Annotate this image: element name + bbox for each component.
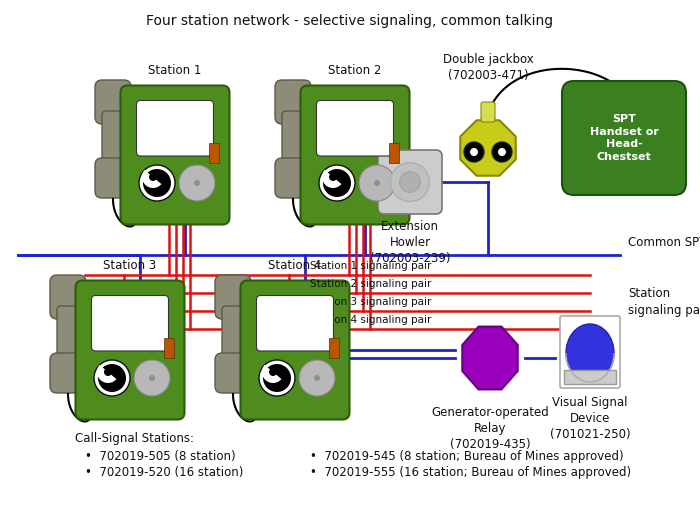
Circle shape [374,180,380,186]
Bar [564,370,616,384]
Text: Four station network - selective signaling, common talking: Four station network - selective signali… [146,14,554,28]
Wedge shape [322,170,342,188]
Circle shape [179,165,215,201]
FancyBboxPatch shape [92,296,169,351]
FancyBboxPatch shape [136,101,214,156]
Text: Station 3 signaling pair: Station 3 signaling pair [310,297,431,307]
FancyBboxPatch shape [215,275,251,319]
Text: Station 4: Station 4 [268,259,322,272]
Text: •  702019-545 (8 station; Bureau of Mines approved): • 702019-545 (8 station; Bureau of Mines… [310,450,624,463]
Circle shape [94,360,130,396]
FancyBboxPatch shape [282,111,304,171]
Circle shape [464,142,484,162]
Polygon shape [462,327,518,390]
Circle shape [323,169,351,197]
FancyBboxPatch shape [275,80,311,124]
Circle shape [470,148,478,156]
Circle shape [194,180,200,186]
Circle shape [149,375,155,381]
FancyBboxPatch shape [241,280,349,420]
FancyBboxPatch shape [120,85,230,225]
FancyBboxPatch shape [560,316,620,388]
Polygon shape [461,120,516,176]
Text: •  702019-505 (8 station): • 702019-505 (8 station) [85,450,236,463]
Circle shape [319,165,355,201]
Circle shape [492,142,512,162]
FancyBboxPatch shape [50,275,86,319]
Wedge shape [97,365,116,383]
FancyBboxPatch shape [275,158,311,198]
Circle shape [391,163,430,202]
Text: Generator-operated
Relay
(702019-435): Generator-operated Relay (702019-435) [431,406,549,451]
FancyBboxPatch shape [95,158,131,198]
FancyBboxPatch shape [50,353,86,393]
Text: Station 1: Station 1 [148,64,202,77]
Circle shape [259,360,295,396]
FancyBboxPatch shape [95,80,131,124]
Circle shape [143,169,171,197]
Bar [209,143,218,163]
Text: Station 3: Station 3 [104,259,157,272]
FancyBboxPatch shape [378,150,442,214]
FancyBboxPatch shape [222,306,244,366]
Circle shape [263,364,291,392]
Wedge shape [142,170,162,188]
Text: Station 4 signaling pair: Station 4 signaling pair [310,315,431,325]
FancyBboxPatch shape [76,280,185,420]
Text: Extension
Howler
(702003-239): Extension Howler (702003-239) [370,220,450,265]
Text: Visual Signal
Device
(701021-250): Visual Signal Device (701021-250) [550,396,630,441]
FancyBboxPatch shape [562,81,686,195]
Circle shape [314,375,320,381]
FancyBboxPatch shape [256,296,333,351]
Text: Call-Signal Stations:: Call-Signal Stations: [75,432,194,445]
FancyBboxPatch shape [481,102,495,122]
Circle shape [139,165,175,201]
Ellipse shape [566,324,614,382]
Text: Double jackbox
(702003-471): Double jackbox (702003-471) [442,53,533,82]
FancyBboxPatch shape [300,85,410,225]
FancyBboxPatch shape [316,101,393,156]
Circle shape [98,364,126,392]
Text: Common SPT audio pair: Common SPT audio pair [628,236,700,249]
Text: Station 2 signaling pair: Station 2 signaling pair [310,279,431,289]
Bar [389,143,398,163]
Bar [328,338,339,358]
Text: •  702019-520 (16 station): • 702019-520 (16 station) [85,466,244,479]
FancyBboxPatch shape [102,111,124,171]
Wedge shape [262,365,281,383]
Text: •  702019-555 (16 station; Bureau of Mines approved): • 702019-555 (16 station; Bureau of Mine… [310,466,631,479]
Circle shape [359,165,395,201]
Text: SPT
Handset or
Head-
Chestset: SPT Handset or Head- Chestset [589,114,659,162]
FancyBboxPatch shape [215,353,251,393]
Circle shape [134,360,170,396]
Circle shape [498,148,506,156]
Bar [164,338,174,358]
FancyBboxPatch shape [57,306,79,366]
Circle shape [400,172,421,193]
Circle shape [299,360,335,396]
Text: Station 1 signaling pair: Station 1 signaling pair [310,261,431,271]
Text: Station 2: Station 2 [328,64,382,77]
Text: Station
signaling pairs: Station signaling pairs [628,287,700,317]
